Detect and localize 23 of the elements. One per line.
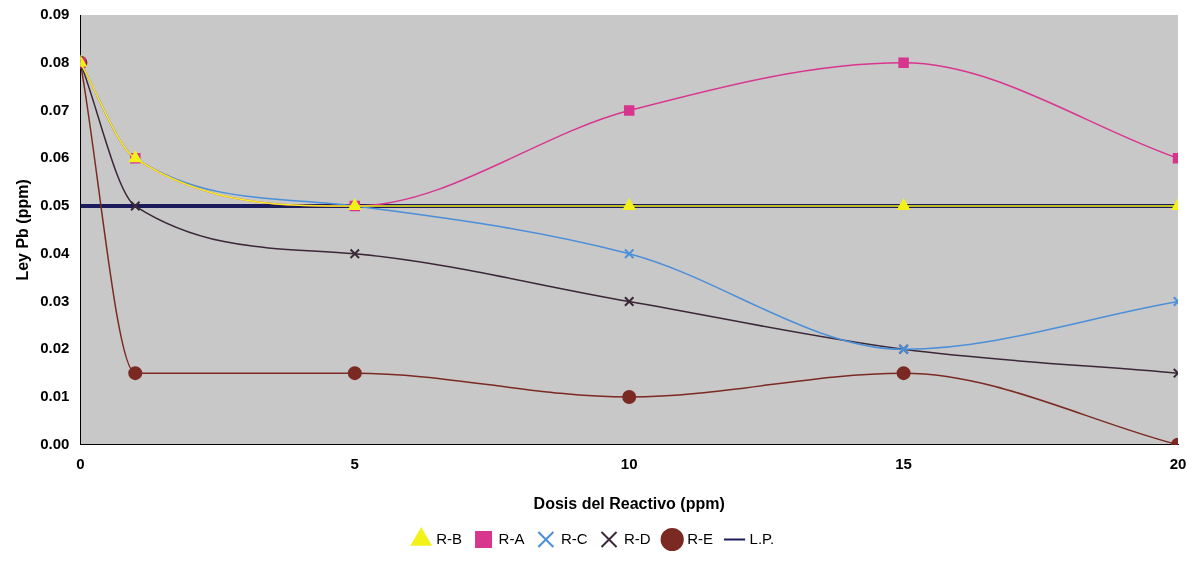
y-tick-label: 0.08 [40, 52, 70, 70]
legend-label: R-B [436, 529, 463, 547]
y-tick-label: 0.00 [40, 434, 70, 452]
legend-label: R-A [498, 529, 525, 547]
x-axis-title: Dosis del Reactivo (ppm) [533, 494, 725, 512]
legend-label: L.P. [749, 529, 775, 547]
y-tick-label: 0.04 [40, 243, 71, 261]
y-tick-label: 0.01 [40, 387, 70, 405]
x-tick-label: 15 [895, 454, 912, 472]
y-tick-label: 0.06 [40, 148, 70, 166]
legend-label: R-E [687, 529, 714, 547]
x-tick-label: 5 [350, 454, 359, 472]
x-tick-label: 10 [620, 454, 638, 472]
y-tick-label: 0.02 [40, 339, 70, 357]
x-tick-label: 0 [76, 454, 85, 472]
y-tick-label: 0.07 [40, 100, 70, 118]
legend-label: R-D [624, 529, 651, 547]
y-axis-title: Ley Pb (ppm) [14, 179, 32, 281]
legend-label: R-C [560, 529, 588, 547]
y-tick-label: 0.03 [40, 291, 70, 309]
y-tick-label: 0.05 [40, 196, 70, 214]
y-tick-label: 0.09 [40, 5, 70, 23]
x-tick-label: 20 [1169, 454, 1187, 472]
